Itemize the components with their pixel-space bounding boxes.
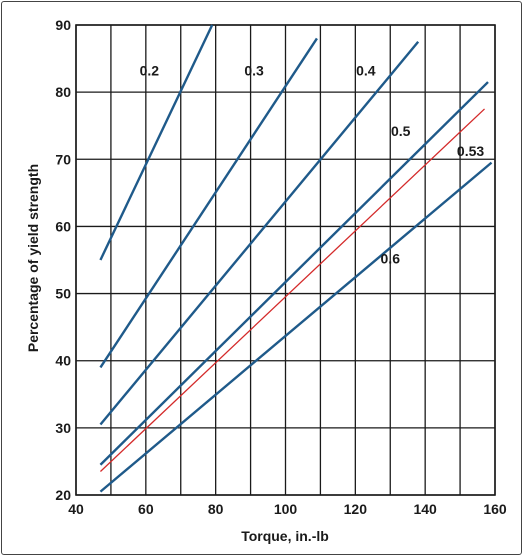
- series-line-0-53: [99, 108, 485, 472]
- y-axis-title: Percentage of yield strength: [25, 164, 41, 352]
- tick-labels: 40 60 80 100 120 140 160 20 30 40 50 60 70 80 90: [55, 17, 506, 517]
- curve-label-0-6: 0.6: [381, 250, 401, 266]
- x-tick-label: 140: [413, 501, 437, 517]
- x-tick-label: 40: [68, 501, 84, 517]
- x-tick-label: 160: [483, 501, 507, 517]
- y-tick-label: 70: [55, 151, 71, 167]
- curve-label-0-3: 0.3: [244, 62, 264, 78]
- curve-label-0-5: 0.5: [391, 123, 411, 139]
- y-tick-label: 20: [55, 487, 71, 503]
- y-tick-label: 40: [55, 353, 71, 369]
- curve-label-0-4: 0.4: [356, 62, 376, 78]
- series-lines: [99, 24, 493, 493]
- y-tick-label: 50: [55, 286, 71, 302]
- y-tick-label: 30: [55, 420, 71, 436]
- y-tick-label: 90: [55, 17, 71, 33]
- x-tick-label: 100: [274, 501, 298, 517]
- x-tick-label: 60: [138, 501, 154, 517]
- series-line-0-4: [99, 41, 420, 426]
- x-tick-label: 120: [344, 501, 368, 517]
- y-tick-label: 80: [55, 84, 71, 100]
- plot-area-border: [75, 24, 496, 496]
- series-line-0-5: [99, 81, 489, 466]
- series-line-0-6: [99, 161, 493, 493]
- curve-labels: 0.2 0.3 0.4 0.5 0.53 0.6: [140, 62, 485, 266]
- series-line-0-3: [99, 37, 318, 369]
- x-tick-label: 80: [208, 501, 224, 517]
- x-axis-title: Torque, in.-lb: [241, 528, 329, 544]
- series-line-0-2: [99, 24, 214, 261]
- curve-label-0-2: 0.2: [140, 62, 160, 78]
- y-tick-label: 60: [55, 218, 71, 234]
- grid: [75, 24, 496, 496]
- curve-label-0-53: 0.53: [457, 143, 484, 159]
